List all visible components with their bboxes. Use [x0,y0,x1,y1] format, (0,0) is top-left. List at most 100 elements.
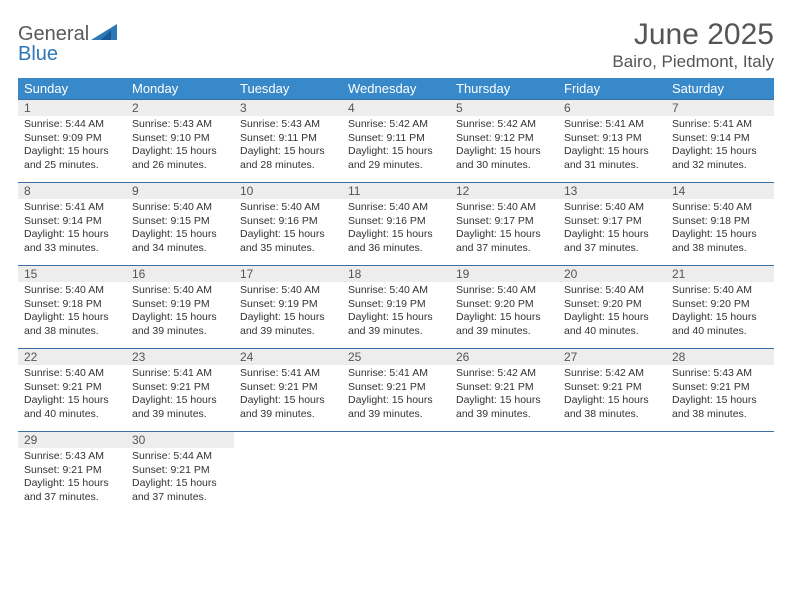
day-content-line: Sunset: 9:11 PM [240,132,336,146]
logo: General Blue [18,18,117,64]
day-cell: 4Sunrise: 5:42 AMSunset: 9:11 PMDaylight… [342,100,450,182]
day-cell [234,432,342,514]
day-number: 16 [126,266,234,282]
day-content-line: Sunrise: 5:42 AM [456,118,552,132]
day-content-line: Sunrise: 5:40 AM [132,284,228,298]
day-content-line: Daylight: 15 hours [240,228,336,242]
day-content-line: Sunrise: 5:40 AM [456,284,552,298]
week-row: 15Sunrise: 5:40 AMSunset: 9:18 PMDayligh… [18,265,774,348]
day-content-line: Sunrise: 5:41 AM [132,367,228,381]
day-cell: 26Sunrise: 5:42 AMSunset: 9:21 PMDayligh… [450,349,558,431]
day-content-line: and 37 minutes. [24,491,120,505]
day-cell: 22Sunrise: 5:40 AMSunset: 9:21 PMDayligh… [18,349,126,431]
day-content-line: and 39 minutes. [456,408,552,422]
day-content: Sunrise: 5:40 AMSunset: 9:17 PMDaylight:… [450,199,558,262]
day-content-line: and 38 minutes. [564,408,660,422]
day-content-line: Sunset: 9:16 PM [240,215,336,229]
day-cell [342,432,450,514]
location-label: Bairo, Piedmont, Italy [612,52,774,72]
day-content-line: Sunrise: 5:40 AM [564,201,660,215]
day-content-line: Sunset: 9:19 PM [348,298,444,312]
day-content-line: Sunrise: 5:40 AM [24,367,120,381]
day-number: 25 [342,349,450,365]
day-number: 9 [126,183,234,199]
day-content-line: Daylight: 15 hours [348,311,444,325]
day-content-line: Daylight: 15 hours [348,145,444,159]
day-content-line: Sunrise: 5:40 AM [672,201,768,215]
day-content: Sunrise: 5:41 AMSunset: 9:21 PMDaylight:… [342,365,450,428]
day-content-line: Daylight: 15 hours [240,311,336,325]
day-content-line: and 33 minutes. [24,242,120,256]
day-cell [558,432,666,514]
day-number: 22 [18,349,126,365]
day-content-line: Sunset: 9:20 PM [456,298,552,312]
day-content-line: and 35 minutes. [240,242,336,256]
day-content-line: Sunrise: 5:42 AM [348,118,444,132]
day-number: 13 [558,183,666,199]
day-content-line: and 31 minutes. [564,159,660,173]
day-content-line: Sunrise: 5:44 AM [24,118,120,132]
day-content-line: Daylight: 15 hours [240,394,336,408]
day-content: Sunrise: 5:40 AMSunset: 9:16 PMDaylight:… [342,199,450,262]
day-cell: 2Sunrise: 5:43 AMSunset: 9:10 PMDaylight… [126,100,234,182]
day-cell: 30Sunrise: 5:44 AMSunset: 9:21 PMDayligh… [126,432,234,514]
day-content-line: Sunset: 9:14 PM [672,132,768,146]
day-cell: 7Sunrise: 5:41 AMSunset: 9:14 PMDaylight… [666,100,774,182]
day-number: 24 [234,349,342,365]
logo-triangle-icon [91,22,117,40]
logo-text: General Blue [18,22,117,64]
day-cell: 17Sunrise: 5:40 AMSunset: 9:19 PMDayligh… [234,266,342,348]
day-content-line: Sunrise: 5:42 AM [564,367,660,381]
day-header-sunday: Sunday [18,78,126,99]
day-content-line: and 29 minutes. [348,159,444,173]
day-content-line: Sunrise: 5:41 AM [24,201,120,215]
day-cell: 8Sunrise: 5:41 AMSunset: 9:14 PMDaylight… [18,183,126,265]
day-cell: 15Sunrise: 5:40 AMSunset: 9:18 PMDayligh… [18,266,126,348]
day-cell: 16Sunrise: 5:40 AMSunset: 9:19 PMDayligh… [126,266,234,348]
day-content-line: Daylight: 15 hours [24,228,120,242]
day-content-line: Sunset: 9:09 PM [24,132,120,146]
day-content: Sunrise: 5:40 AMSunset: 9:16 PMDaylight:… [234,199,342,262]
day-content-line: Sunset: 9:14 PM [24,215,120,229]
day-cell: 24Sunrise: 5:41 AMSunset: 9:21 PMDayligh… [234,349,342,431]
day-content-line: and 40 minutes. [24,408,120,422]
day-content: Sunrise: 5:40 AMSunset: 9:19 PMDaylight:… [234,282,342,345]
title-block: June 2025 Bairo, Piedmont, Italy [612,18,774,72]
day-content-line: and 38 minutes. [672,242,768,256]
week-row: 22Sunrise: 5:40 AMSunset: 9:21 PMDayligh… [18,348,774,431]
day-content-line: and 37 minutes. [564,242,660,256]
day-number: 15 [18,266,126,282]
day-cell: 3Sunrise: 5:43 AMSunset: 9:11 PMDaylight… [234,100,342,182]
day-content-line: Sunrise: 5:40 AM [348,284,444,298]
month-title: June 2025 [612,18,774,52]
day-content-line: Sunrise: 5:40 AM [348,201,444,215]
day-number: 14 [666,183,774,199]
day-content-line: and 39 minutes. [240,408,336,422]
day-cell: 14Sunrise: 5:40 AMSunset: 9:18 PMDayligh… [666,183,774,265]
day-content-line: Daylight: 15 hours [564,311,660,325]
day-content-line: Sunrise: 5:40 AM [240,201,336,215]
day-content: Sunrise: 5:43 AMSunset: 9:11 PMDaylight:… [234,116,342,179]
day-content-line: and 34 minutes. [132,242,228,256]
day-number: 29 [18,432,126,448]
day-number: 26 [450,349,558,365]
day-content-line: Daylight: 15 hours [672,228,768,242]
day-number: 10 [234,183,342,199]
day-cell: 20Sunrise: 5:40 AMSunset: 9:20 PMDayligh… [558,266,666,348]
logo-text-general: General [18,23,89,45]
day-content: Sunrise: 5:40 AMSunset: 9:19 PMDaylight:… [126,282,234,345]
day-content-line: Daylight: 15 hours [348,394,444,408]
day-number: 1 [18,100,126,116]
day-content-line: Daylight: 15 hours [564,145,660,159]
day-header-tuesday: Tuesday [234,78,342,99]
day-content-line: and 30 minutes. [456,159,552,173]
day-content-line: Sunset: 9:16 PM [348,215,444,229]
day-header-wednesday: Wednesday [342,78,450,99]
day-content-line: Sunset: 9:19 PM [132,298,228,312]
header: General Blue June 2025 Bairo, Piedmont, … [18,18,774,72]
day-content-line: Daylight: 15 hours [132,477,228,491]
day-content-line: and 39 minutes. [132,408,228,422]
day-number: 7 [666,100,774,116]
day-number: 21 [666,266,774,282]
day-content-line: Sunset: 9:10 PM [132,132,228,146]
